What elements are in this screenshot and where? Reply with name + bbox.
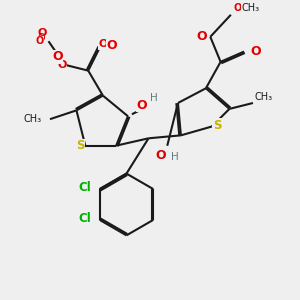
Text: H: H [172,152,179,161]
Text: O: O [57,60,66,70]
Text: CH₃: CH₃ [241,3,259,13]
Text: CH₃: CH₃ [254,92,272,101]
Text: Cl: Cl [78,181,91,194]
Text: S: S [76,139,84,152]
Text: O: O [38,33,46,43]
Text: O: O [234,3,242,13]
Text: O: O [250,45,261,58]
Text: O: O [36,36,44,46]
Text: S: S [213,118,221,132]
Text: O: O [38,28,47,38]
Text: Cl: Cl [78,212,91,225]
Text: CH₃: CH₃ [24,114,42,124]
Text: O: O [98,39,108,49]
Text: O: O [156,148,166,162]
Text: O: O [52,50,63,63]
Text: O: O [106,39,117,52]
Text: O: O [197,30,207,43]
Text: H: H [150,93,158,103]
Text: O: O [136,99,147,112]
